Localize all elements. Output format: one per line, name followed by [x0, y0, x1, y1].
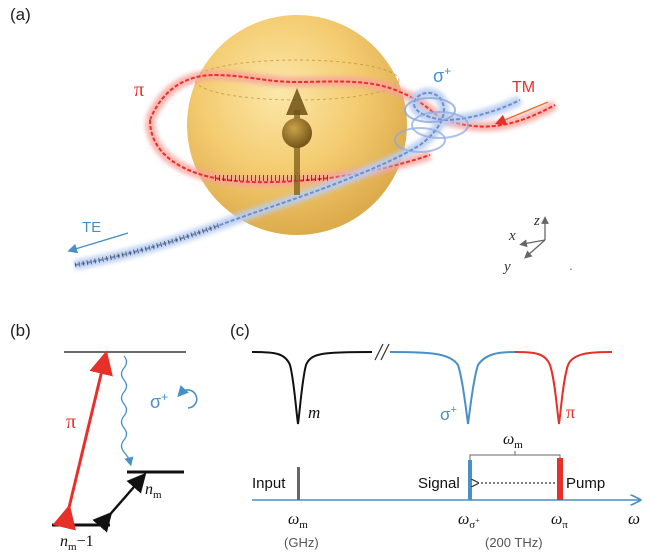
signal-bar [468, 460, 472, 500]
input-bar [297, 467, 300, 500]
axis-x-label: x [508, 228, 516, 244]
panel-a-label: (a) [10, 5, 31, 24]
sigma-label-b: σ+ [150, 390, 168, 412]
pi-label-b: π [66, 411, 76, 433]
panel-c-label: (c) [230, 321, 250, 340]
phonon-arrow [92, 472, 147, 533]
te-label: TE [82, 219, 101, 236]
nm-minus-1-label: nm−1 [60, 533, 94, 553]
sigma-emission-wavy [120, 355, 134, 467]
spin-arrow [282, 88, 312, 195]
input-label: Input [252, 475, 286, 492]
omega-sigma-axis-label: ωσ+ [458, 511, 480, 531]
pi-dip-label: π [566, 402, 575, 422]
nm-label: nm [145, 481, 162, 501]
panel-b-label: (b) [10, 321, 31, 340]
omega-m-axis-label: ωm [288, 511, 308, 531]
pump-bar [557, 458, 563, 500]
thz-label: (200 THz) [485, 535, 543, 550]
circular-polarization-icon [177, 385, 198, 409]
pi-transition-arrow [52, 350, 113, 531]
pi-dip [514, 351, 613, 425]
te-wave [74, 88, 523, 270]
pi-label-a: π [134, 79, 144, 101]
omega-m-bracket [469, 454, 561, 462]
te-arrow [67, 232, 129, 254]
axis-z-label: z [533, 213, 540, 229]
tm-arrow [494, 101, 549, 126]
energy-diagram [52, 350, 198, 533]
dot-mark: . [569, 257, 573, 273]
omega-axis-label: ω [628, 509, 640, 528]
m-dip-label: m [308, 403, 320, 422]
break-marks [374, 343, 390, 361]
mechanical-dip [251, 351, 373, 425]
sigma-dip [389, 351, 516, 425]
sigma-dip-label: σ+ [440, 404, 457, 424]
signal-label: Signal [418, 475, 460, 492]
axis-y-label: y [502, 259, 511, 275]
sphere-equator-dashes [194, 59, 400, 101]
omega-pi-axis-label: ωπ [551, 511, 568, 531]
axes-indicator: z x y . [502, 213, 573, 275]
ghz-label: (GHz) [284, 535, 319, 550]
sigma-label-a: σ+ [433, 64, 451, 86]
pump-label: Pump [566, 475, 605, 492]
tm-label: TM [512, 79, 535, 96]
transmission-spectrum [251, 343, 613, 425]
omega-m-bracket-label: ωm [503, 431, 523, 451]
